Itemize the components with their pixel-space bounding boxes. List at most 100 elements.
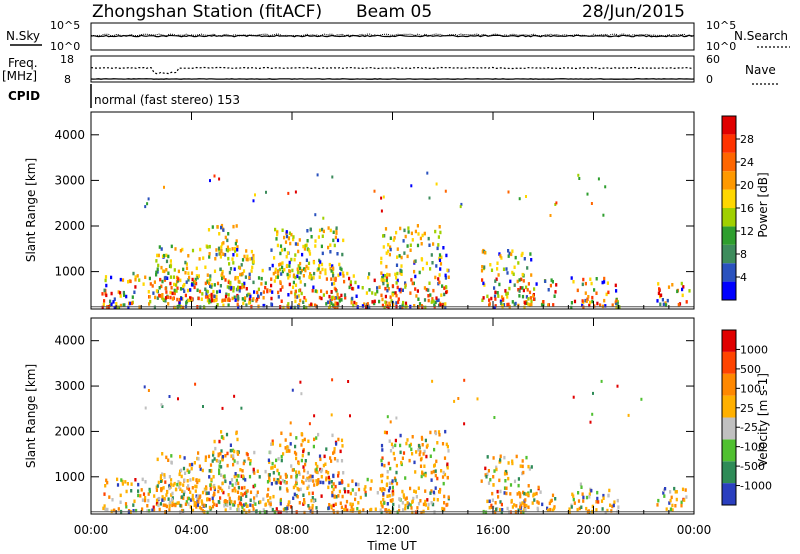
radar-echo: [499, 254, 502, 258]
radar-echo: [600, 379, 603, 383]
radar-echo: [234, 249, 237, 253]
radar-echo: [410, 231, 413, 236]
radar-echo: [328, 503, 331, 507]
radar-echo: [167, 458, 170, 462]
radar-echo: [338, 296, 341, 300]
radar-echo: [463, 422, 466, 426]
radar-echo: [275, 458, 278, 463]
radar-echo: [374, 507, 377, 511]
radar-echo: [220, 225, 223, 230]
radar-echo: [313, 414, 316, 418]
radar-echo: [493, 286, 496, 290]
radar-echo: [176, 279, 180, 283]
radar-echo: [302, 300, 305, 304]
radar-echo: [513, 283, 516, 287]
radar-echo: [287, 302, 290, 306]
radar-echo: [428, 196, 431, 200]
radar-echo: [232, 286, 235, 290]
radar-echo: [313, 271, 316, 276]
radar-echo: [189, 288, 192, 292]
radar-echo: [409, 442, 412, 447]
radar-echo: [484, 466, 487, 471]
radar-echo: [193, 461, 196, 465]
radar-echo: [313, 499, 316, 503]
radar-echo: [281, 228, 284, 232]
radar-echo: [399, 287, 402, 292]
radar-echo: [297, 294, 300, 298]
radar-echo: [306, 486, 309, 490]
velocity-colorbar-tick-label: -100: [740, 441, 765, 454]
radar-echo: [195, 478, 198, 483]
radar-echo: [308, 252, 312, 256]
radar-echo: [305, 264, 308, 269]
radar-echo: [106, 507, 109, 512]
radar-echo: [298, 288, 301, 293]
radar-echo: [184, 293, 187, 298]
radar-echo: [265, 190, 267, 194]
radar-echo: [444, 189, 447, 193]
radar-echo: [207, 454, 211, 459]
radar-echo: [245, 287, 248, 291]
nave-tick-top: 60: [706, 53, 720, 66]
radar-echo: [161, 294, 164, 299]
radar-echo: [223, 499, 226, 504]
radar-echo: [476, 397, 479, 401]
radar-echo: [316, 464, 319, 469]
radar-echo: [216, 290, 219, 294]
radar-echo: [270, 277, 273, 281]
radar-echo: [365, 291, 368, 295]
radar-echo: [191, 493, 194, 498]
radar-echo: [328, 478, 331, 482]
radar-echo: [284, 438, 287, 442]
nsky-tick-top: 10^5: [50, 19, 80, 32]
radar-echo: [237, 481, 240, 486]
radar-echo: [117, 507, 120, 511]
radar-echo: [429, 293, 432, 297]
power-colorbar-swatch: [722, 281, 736, 300]
radar-echo: [485, 475, 488, 479]
radar-echo: [262, 303, 265, 308]
radar-echo: [154, 295, 157, 300]
radar-echo: [219, 267, 222, 271]
radar-echo: [240, 492, 243, 496]
radar-echo: [147, 498, 150, 503]
radar-echo: [675, 497, 678, 502]
radar-echo: [533, 498, 536, 502]
radar-echo: [423, 449, 426, 454]
radar-echo: [517, 261, 520, 265]
velocity-colorbar-swatch: [722, 417, 736, 440]
radar-echo: [178, 485, 181, 489]
radar-echo: [213, 269, 217, 273]
radar-echo: [361, 304, 364, 308]
radar-echo: [505, 491, 508, 496]
radar-echo: [165, 455, 168, 460]
radar-echo: [407, 226, 410, 230]
radar-echo: [401, 456, 404, 460]
radar-echo: [210, 469, 213, 473]
radar-echo: [284, 507, 287, 511]
radar-echo: [460, 202, 463, 206]
radar-echo: [283, 235, 286, 240]
radar-echo: [296, 295, 299, 299]
radar-echo: [609, 503, 612, 507]
radar-echo: [391, 490, 394, 494]
radar-echo: [395, 301, 398, 305]
radar-echo: [413, 489, 416, 493]
radar-echo: [166, 276, 169, 280]
radar-echo: [237, 485, 240, 490]
radar-echo: [300, 432, 303, 436]
radar-echo: [386, 470, 389, 474]
radar-echo: [309, 509, 312, 513]
radar-echo: [258, 475, 261, 479]
radar-echo: [252, 507, 255, 511]
radar-echo: [366, 302, 369, 306]
radar-echo: [530, 273, 533, 277]
radar-echo: [206, 295, 209, 299]
radar-echo: [581, 303, 584, 308]
velocity-colorbar-label: Velocity [m s-1]: [756, 373, 770, 467]
radar-echo: [441, 284, 444, 288]
radar-echo: [526, 266, 529, 270]
radar-echo: [244, 275, 247, 279]
radar-echo: [656, 299, 659, 303]
radar-echo: [344, 504, 347, 509]
